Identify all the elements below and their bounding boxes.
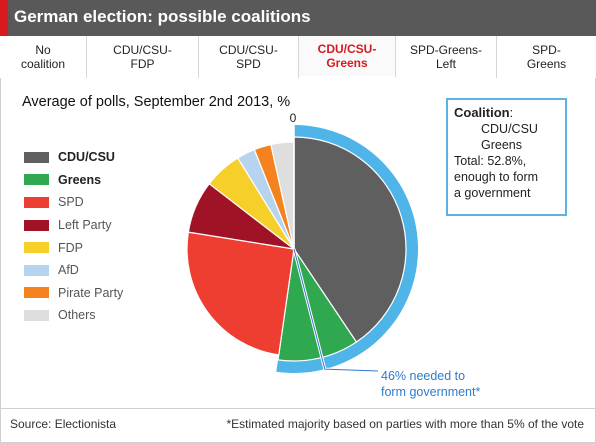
majority-line [293,248,379,372]
legend-label: AfD [58,263,79,278]
header-bar: German election: possible coalitions [0,0,596,36]
legend-swatch [24,309,49,321]
pie-slice-spd [186,231,295,356]
info-total: Total: 52.8%, [454,154,527,168]
header-accent [0,0,8,36]
coalition-tabs: No coalition CDU/CSU- FDP CDU/CSU- SPD C… [0,36,596,78]
tab-spd-greens[interactable]: SPD- Greens [497,36,596,78]
page-title: German election: possible coalitions [14,7,311,26]
legend-swatch [24,264,49,276]
legend-label: Greens [58,172,102,187]
tab-cdu-csu-fdp[interactable]: CDU/CSU- FDP [87,36,199,78]
majority-annotation: 46% needed to form government* [381,369,481,399]
tab-cdu-csu-spd[interactable]: CDU/CSU- SPD [199,36,299,78]
footer-divider [0,408,596,409]
chart-title: Average of polls, September 2nd 2013, % [22,94,291,110]
pie-slice-greens [277,247,358,362]
legend-item-greens: Greens [24,169,123,192]
info-party-1: CDU/CSU [481,122,538,136]
legend-swatch [24,196,49,208]
pie-marks: 0 [290,111,379,373]
legend-item-cdu-csu: CDU/CSU [24,146,123,169]
footnote: *Estimated majority based on parties wit… [226,417,584,431]
coalition-info-box: Coalition: CDU/CSU Greens Total: 52.8%, … [446,98,567,216]
legend-swatch [24,174,49,186]
legend-label: SPD [58,195,84,210]
pie-slice-cdu-csu [293,136,407,343]
info-key: Coalition [454,105,510,120]
legend-swatch [24,242,49,254]
legend-label: Left Party [58,218,112,233]
chart-legend: CDU/CSU Greens SPD Left Party FDP AfD Pi… [24,146,123,327]
source-note: Source: Electionista [10,417,117,431]
legend-label: CDU/CSU [58,150,115,165]
legend-swatch [24,287,49,299]
legend-label: Others [58,308,96,323]
tab-cdu-csu-greens[interactable]: CDU/CSU- Greens [299,36,396,78]
zero-label: 0 [290,111,297,125]
info-party-2: Greens [481,138,522,152]
tab-no-coalition[interactable]: No coalition [0,36,87,78]
legend-item-spd: SPD [24,191,123,214]
info-verdict-1: enough to form [454,170,539,184]
legend-swatch [24,219,49,231]
info-verdict-2: a government [454,186,531,200]
legend-item-pirate-party: Pirate Party [24,282,123,305]
legend-label: FDP [58,240,83,255]
legend-item-left-party: Left Party [24,214,123,237]
tab-spd-greens-left[interactable]: SPD-Greens- Left [396,36,497,78]
legend-item-others: Others [24,304,123,327]
legend-item-afd: AfD [24,259,123,282]
legend-swatch [24,151,49,163]
info-key-sep: : [509,106,514,120]
legend-label: Pirate Party [58,285,124,300]
legend-item-fdp: FDP [24,236,123,259]
pie-slices [186,136,407,362]
